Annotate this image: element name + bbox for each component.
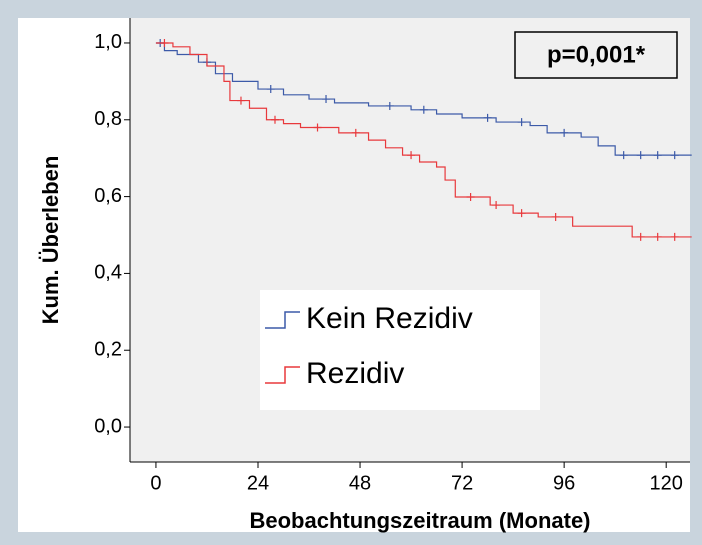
censor-mark [653, 151, 662, 160]
survival-curve [155, 42, 692, 238]
legend-label: Kein Rezidiv [306, 302, 473, 335]
censor-mark [670, 232, 679, 241]
censor-mark [670, 151, 679, 160]
censor-mark [266, 85, 275, 94]
x-tick-label: 24 [247, 472, 269, 494]
censor-mark [653, 232, 662, 241]
x-tick-label: 48 [349, 472, 371, 494]
censor-mark [483, 113, 492, 122]
censor-mark [560, 128, 569, 137]
censor-mark [351, 128, 360, 137]
y-tick-label: 1,0 [94, 31, 122, 53]
censor-mark [517, 209, 526, 218]
legend-box [260, 290, 540, 410]
y-axis-label: Kum. Überleben [38, 156, 63, 325]
y-tick-label: 0,2 [94, 339, 122, 361]
legend-label: Rezidiv [306, 357, 404, 390]
censor-mark [466, 192, 475, 201]
censor-mark [419, 105, 428, 114]
annotation: p=0,001* [547, 41, 646, 68]
censor-mark [551, 212, 560, 221]
censor-mark [270, 115, 279, 124]
censor-mark [407, 151, 416, 160]
x-tick-label: 120 [650, 472, 683, 494]
y-tick-label: 0,0 [94, 415, 122, 437]
censor-mark [385, 101, 394, 110]
x-tick-label: 72 [451, 472, 473, 494]
censor-mark [517, 118, 526, 127]
annotation-box [514, 31, 678, 79]
x-axis-label: Beobachtungszeitraum (Monate) [249, 508, 590, 533]
censor-mark [636, 232, 645, 241]
legend-swatch [265, 311, 300, 329]
x-tick-label: 0 [150, 472, 161, 494]
censor-mark [313, 123, 322, 132]
censor-mark [236, 96, 245, 105]
x-tick-label: 96 [553, 472, 575, 494]
y-tick-label: 0,6 [94, 185, 122, 207]
y-tick-label: 0,8 [94, 108, 122, 130]
censor-mark [636, 151, 645, 160]
censor-mark [160, 38, 169, 47]
censor-mark [322, 95, 331, 104]
censor-mark [619, 151, 628, 160]
legend-swatch [265, 366, 300, 384]
censor-mark [492, 201, 501, 210]
y-tick-label: 0,4 [94, 262, 122, 284]
